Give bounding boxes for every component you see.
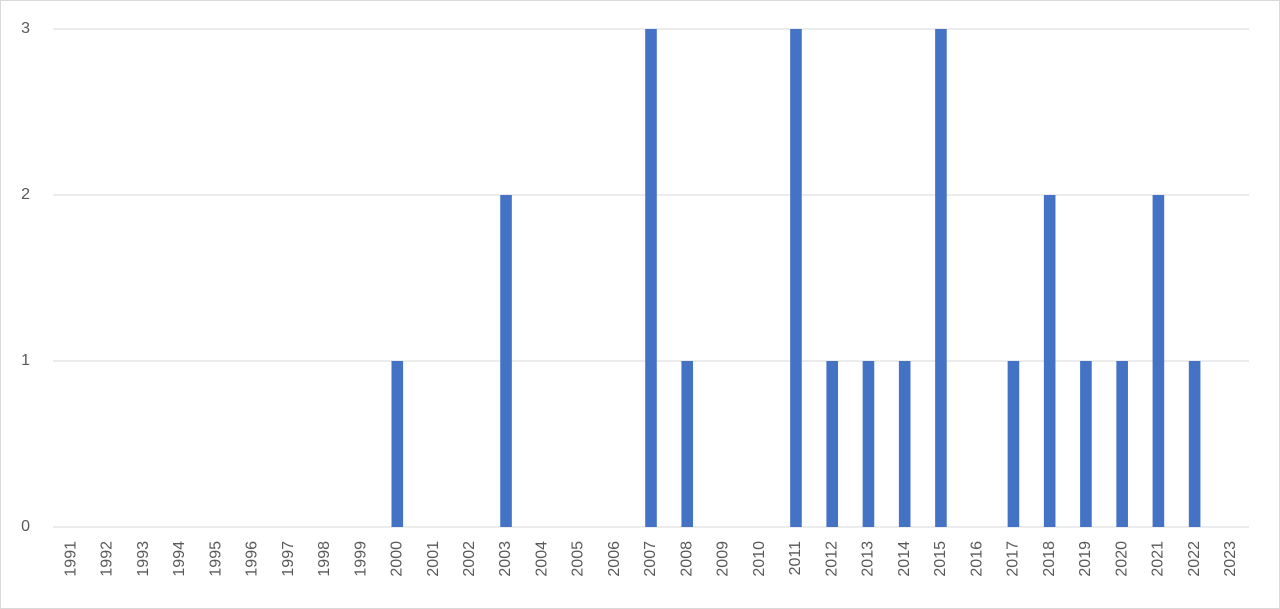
- x-tick-label: 2014: [896, 541, 913, 577]
- bar: [1152, 195, 1165, 527]
- bar: [898, 361, 911, 527]
- bar: [500, 195, 512, 527]
- x-tick-label: 2006: [606, 541, 623, 577]
- x-tick-label: 2023: [1222, 541, 1239, 577]
- y-tick-label: 2: [21, 186, 30, 203]
- x-tick-label: 2015: [932, 541, 949, 577]
- y-tick-label: 0: [21, 518, 30, 535]
- bar: [681, 361, 694, 527]
- x-tick-label: 2002: [461, 541, 478, 577]
- x-tick-label: 2018: [1041, 541, 1058, 577]
- x-tick-label: 2019: [1077, 541, 1094, 577]
- x-tick-label: 2013: [860, 541, 877, 577]
- x-tick-label: 1993: [135, 541, 152, 577]
- bar: [1007, 361, 1020, 527]
- x-tick-label: 2020: [1113, 541, 1130, 577]
- x-tick-label: 2009: [715, 541, 732, 577]
- x-tick-label: 2022: [1186, 541, 1203, 577]
- x-tick-label: 2004: [533, 541, 550, 577]
- bar: [790, 29, 802, 527]
- bar: [826, 361, 839, 527]
- bar: [862, 361, 875, 527]
- y-tick-label: 3: [21, 20, 30, 37]
- x-tick-label: 2011: [787, 541, 804, 576]
- x-tick-label: 1999: [352, 541, 369, 577]
- y-tick-label: 1: [21, 352, 30, 369]
- x-tick-label: 1991: [62, 541, 79, 577]
- x-tick-label: 2008: [678, 541, 695, 577]
- x-tick-label: 1997: [280, 541, 297, 577]
- x-tick-label: 2017: [1005, 541, 1022, 577]
- x-tick-label: 1998: [316, 541, 333, 577]
- x-tick-label: 1995: [207, 541, 224, 577]
- x-tick-label: 2003: [497, 541, 514, 577]
- x-tick-label: 2021: [1150, 541, 1167, 577]
- x-tick-label: 1994: [171, 541, 188, 577]
- x-tick-label: 2012: [823, 541, 840, 577]
- x-tick-label: 1992: [99, 541, 116, 577]
- x-tick-label: 2016: [968, 541, 985, 577]
- bar: [1116, 361, 1128, 527]
- x-tick-label: 2000: [389, 541, 406, 577]
- bar: [935, 29, 947, 527]
- bar: [391, 361, 404, 527]
- x-tick-label: 1996: [244, 541, 261, 577]
- x-tick-label: 2001: [425, 541, 442, 577]
- x-tick-label: 2005: [570, 541, 587, 577]
- bar: [1080, 361, 1092, 527]
- x-tick-label: 2007: [642, 541, 659, 577]
- x-tick-label: 2010: [751, 541, 768, 577]
- bar: [1043, 195, 1056, 527]
- bar: [1188, 361, 1201, 527]
- bar: [645, 29, 657, 527]
